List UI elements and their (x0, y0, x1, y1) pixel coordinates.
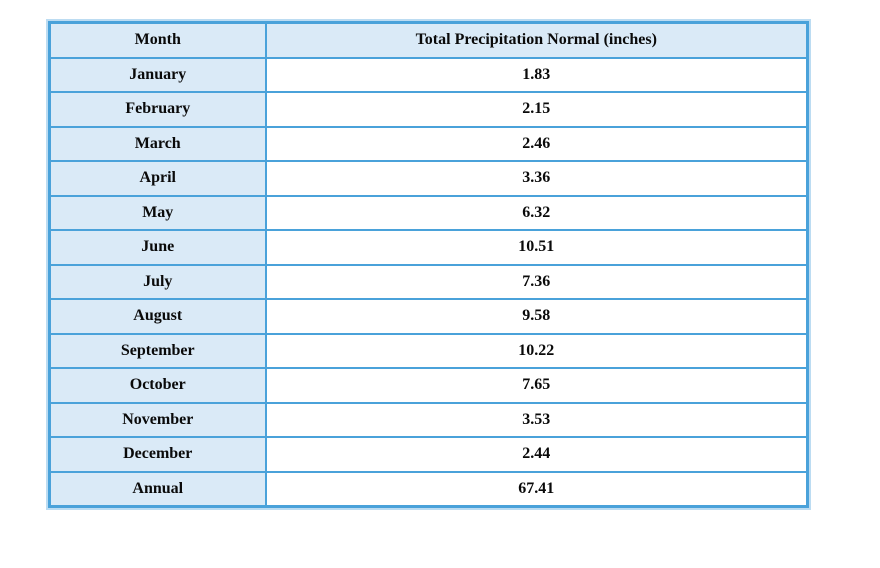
table-row: April 3.36 (48, 160, 809, 197)
month-cell: October (48, 367, 267, 404)
precipitation-value-cell: 10.22 (264, 332, 809, 369)
table-row: July 7.36 (48, 263, 809, 300)
month-cell: Annual (48, 470, 267, 508)
header-cell-precipitation: Total Precipitation Normal (inches) (264, 21, 809, 59)
table-row: November 3.53 (48, 401, 809, 438)
precipitation-value-cell: 7.65 (264, 367, 809, 404)
precipitation-value-cell: 7.36 (264, 263, 809, 300)
table-row: September 10.22 (48, 332, 809, 369)
precipitation-value-cell: 10.51 (264, 229, 809, 266)
precipitation-value-cell: 6.32 (264, 194, 809, 231)
precipitation-value-cell: 1.83 (264, 56, 809, 93)
precipitation-value-cell: 2.15 (264, 91, 809, 128)
header-cell-month: Month (48, 21, 267, 59)
header-row: Month Total Precipitation Normal (inches… (48, 21, 809, 59)
table-row: May 6.32 (48, 194, 809, 231)
table-header: Month Total Precipitation Normal (inches… (48, 21, 809, 59)
month-cell: February (48, 91, 267, 128)
month-cell: December (48, 436, 267, 473)
precipitation-value-cell: 9.58 (264, 298, 809, 335)
table-row: January 1.83 (48, 56, 809, 93)
table-row: February 2.15 (48, 91, 809, 128)
precipitation-table: Month Total Precipitation Normal (inches… (48, 21, 809, 508)
month-cell: April (48, 160, 267, 197)
month-cell: May (48, 194, 267, 231)
table-row: August 9.58 (48, 298, 809, 335)
precipitation-value-cell: 3.36 (264, 160, 809, 197)
table-row: October 7.65 (48, 367, 809, 404)
table-body: January 1.83 February 2.15 March 2.46 April 3.3… (48, 56, 809, 508)
table-row: June 10.51 (48, 229, 809, 266)
precipitation-value-cell: 3.53 (264, 401, 809, 438)
table-row: Annual 67.41 (48, 470, 809, 508)
month-cell: September (48, 332, 267, 369)
month-cell: June (48, 229, 267, 266)
month-cell: August (48, 298, 267, 335)
month-cell: November (48, 401, 267, 438)
month-cell: January (48, 56, 267, 93)
precipitation-value-cell: 2.46 (264, 125, 809, 162)
precipitation-value-cell: 67.41 (264, 470, 809, 508)
table-row: March 2.46 (48, 125, 809, 162)
month-cell: March (48, 125, 267, 162)
precipitation-value-cell: 2.44 (264, 436, 809, 473)
month-cell: July (48, 263, 267, 300)
table-row: December 2.44 (48, 436, 809, 473)
